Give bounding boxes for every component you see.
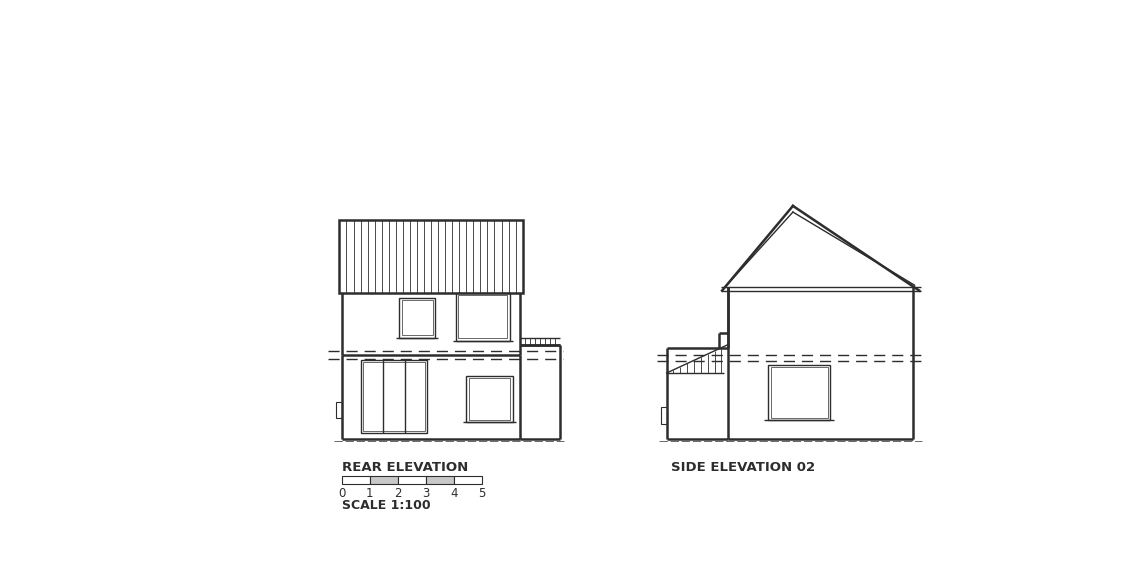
Text: SIDE ELEVATION 02: SIDE ELEVATION 02: [671, 461, 815, 474]
Bar: [771, 367, 828, 418]
Bar: [769, 364, 830, 420]
Bar: [458, 295, 507, 338]
Bar: [342, 476, 370, 484]
Text: REAR ELEVATION: REAR ELEVATION: [342, 461, 468, 474]
Bar: [364, 362, 425, 431]
Text: 5: 5: [478, 487, 486, 500]
Bar: [425, 476, 453, 484]
Bar: [361, 360, 427, 433]
Text: 0: 0: [338, 487, 346, 500]
Bar: [453, 476, 481, 484]
Text: 1: 1: [366, 487, 374, 500]
Text: SCALE 1:100: SCALE 1:100: [342, 499, 431, 512]
Text: 3: 3: [422, 487, 430, 500]
Bar: [661, 407, 666, 424]
Bar: [467, 376, 513, 422]
Bar: [339, 220, 523, 293]
Bar: [370, 476, 398, 484]
Bar: [398, 476, 425, 484]
Bar: [399, 298, 435, 338]
Bar: [335, 403, 342, 418]
Bar: [456, 293, 509, 340]
Text: 2: 2: [394, 487, 402, 500]
Bar: [402, 300, 433, 335]
Text: 4: 4: [450, 487, 458, 500]
Bar: [469, 378, 511, 420]
